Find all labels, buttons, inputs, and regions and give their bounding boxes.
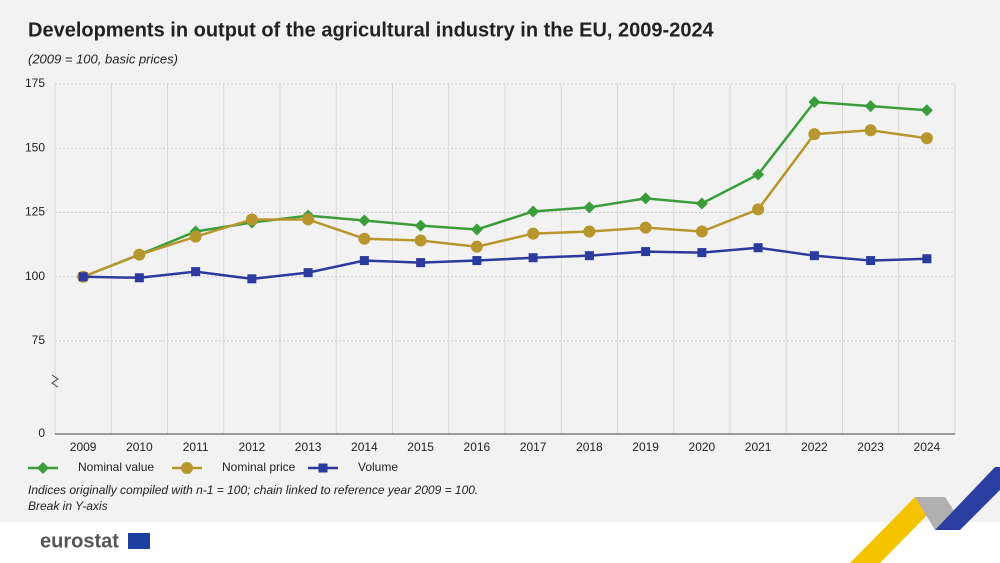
x-tick-label: 2009 bbox=[70, 440, 97, 454]
marker bbox=[527, 227, 540, 240]
x-tick-label: 2019 bbox=[632, 440, 659, 454]
marker bbox=[864, 124, 877, 137]
marker bbox=[584, 251, 594, 261]
marker bbox=[472, 256, 482, 266]
legend-label: Nominal value bbox=[78, 460, 154, 474]
x-tick-label: 2020 bbox=[689, 440, 716, 454]
marker bbox=[303, 268, 313, 278]
marker bbox=[753, 243, 763, 253]
marker bbox=[922, 254, 932, 264]
marker bbox=[695, 225, 708, 238]
marker bbox=[809, 251, 819, 261]
marker bbox=[808, 128, 821, 141]
marker bbox=[920, 132, 933, 145]
x-tick-label: 2010 bbox=[126, 440, 153, 454]
marker bbox=[920, 104, 933, 117]
y-tick-label: 0 bbox=[38, 426, 45, 440]
x-tick-label: 2016 bbox=[464, 440, 491, 454]
marker bbox=[752, 203, 765, 216]
x-tick-label: 2012 bbox=[239, 440, 266, 454]
marker bbox=[639, 192, 652, 205]
marker bbox=[639, 221, 652, 234]
x-tick-label: 2024 bbox=[914, 440, 941, 454]
marker bbox=[470, 240, 483, 253]
x-tick-label: 2014 bbox=[351, 440, 378, 454]
marker bbox=[247, 274, 257, 284]
marker bbox=[414, 234, 427, 247]
x-tick-label: 2011 bbox=[183, 440, 209, 454]
marker bbox=[752, 168, 765, 181]
marker bbox=[358, 214, 371, 227]
x-tick-label: 2018 bbox=[576, 440, 603, 454]
marker bbox=[470, 223, 483, 236]
chart-title: Developments in output of the agricultur… bbox=[28, 19, 715, 41]
logo-text: eurostat bbox=[40, 530, 119, 552]
x-tick-label: 2023 bbox=[857, 440, 884, 454]
footnote: Break in Y-axis bbox=[28, 499, 108, 513]
eu-flag bbox=[128, 533, 150, 549]
marker bbox=[189, 230, 202, 243]
marker bbox=[78, 272, 88, 282]
y-tick-label: 100 bbox=[25, 269, 45, 283]
marker bbox=[358, 232, 371, 245]
marker bbox=[181, 462, 193, 474]
marker bbox=[318, 463, 328, 473]
x-tick-label: 2022 bbox=[801, 440, 828, 454]
x-tick-label: 2017 bbox=[520, 440, 547, 454]
marker bbox=[414, 219, 427, 232]
y-tick-label: 175 bbox=[25, 76, 45, 90]
marker bbox=[245, 213, 258, 226]
marker bbox=[864, 100, 877, 113]
x-tick-label: 2015 bbox=[407, 440, 434, 454]
marker bbox=[37, 462, 49, 474]
marker bbox=[359, 256, 369, 266]
y-tick-label: 125 bbox=[25, 205, 45, 219]
marker bbox=[191, 267, 201, 277]
x-tick-label: 2013 bbox=[295, 440, 322, 454]
series-line bbox=[82, 129, 928, 278]
marker bbox=[695, 197, 708, 210]
marker bbox=[134, 273, 144, 283]
chart-subtitle: (2009 = 100, basic prices) bbox=[28, 51, 178, 66]
y-tick-label: 150 bbox=[25, 140, 45, 154]
marker bbox=[583, 225, 596, 238]
marker bbox=[697, 248, 707, 258]
y-tick-label: 75 bbox=[32, 333, 46, 347]
footer-band bbox=[0, 522, 1000, 563]
series-line bbox=[83, 246, 927, 281]
decor bbox=[850, 497, 945, 563]
marker bbox=[302, 213, 315, 226]
marker bbox=[808, 95, 821, 108]
x-tick-label: 2021 bbox=[745, 440, 772, 454]
marker bbox=[133, 248, 146, 261]
marker bbox=[528, 253, 538, 263]
legend-label: Nominal price bbox=[222, 460, 296, 474]
decor bbox=[935, 467, 1000, 530]
marker bbox=[641, 247, 651, 257]
marker bbox=[416, 258, 426, 268]
footnote: Indices originally compiled with n-1 = 1… bbox=[28, 483, 478, 497]
marker bbox=[583, 201, 596, 214]
legend-label: Volume bbox=[358, 460, 398, 474]
marker bbox=[527, 205, 540, 218]
axis-break bbox=[51, 374, 59, 388]
marker bbox=[866, 256, 876, 266]
